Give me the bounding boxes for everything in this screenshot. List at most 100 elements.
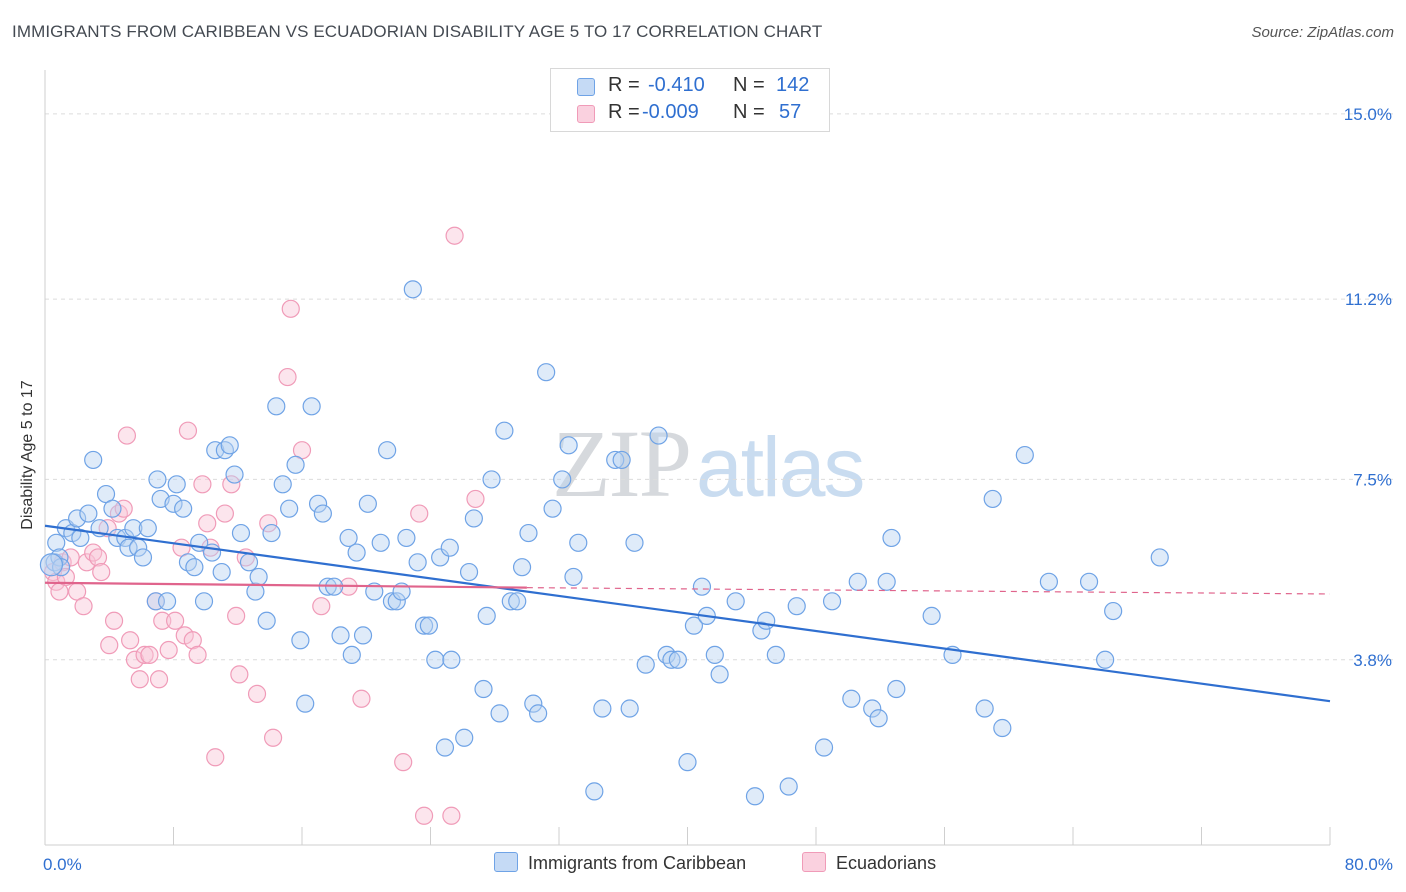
caribbean-point (440, 538, 459, 557)
legend-n-value: 142 (776, 74, 810, 96)
bottom-legend-ecuadorians: Ecuadorians (802, 852, 936, 876)
caribbean-point (378, 441, 397, 460)
caribbean-point (353, 626, 373, 645)
ecuadorians-point (410, 504, 429, 523)
ecuadorians-point (100, 636, 119, 655)
ecuadorians-point (130, 670, 149, 689)
ecuadorians-point (263, 728, 283, 747)
caribbean-point (649, 426, 668, 445)
caribbean-point (71, 528, 90, 548)
caribbean-point (620, 699, 639, 718)
caribbean-point (342, 645, 361, 665)
caribbean-point (678, 753, 697, 772)
caribbean-point (863, 699, 882, 718)
legend-r-value: -0.410 (648, 74, 705, 96)
ecuadorians-point (247, 684, 267, 703)
ecuadorians-point (312, 597, 331, 616)
caribbean-point (286, 455, 305, 474)
x-tick-label: 80.0% (1345, 855, 1393, 874)
caribbean-point (331, 626, 350, 645)
correlation-legend: R = -0.410 N = 142 R = -0.009 N = 57 (550, 68, 830, 132)
caribbean-point (490, 704, 509, 723)
caribbean-point (726, 592, 745, 611)
caribbean-point (745, 787, 765, 806)
caribbean-point (975, 699, 994, 718)
caribbean-point (206, 441, 225, 460)
caribbean-point (1104, 601, 1123, 621)
ecuadorians-point (278, 367, 297, 387)
caribbean-point (1079, 572, 1099, 591)
caribbean-point (382, 592, 402, 611)
caribbean-point (408, 553, 427, 572)
caribbean-point (157, 592, 177, 611)
ecuadorians-point (183, 631, 202, 650)
ecuadorians-point (92, 562, 111, 582)
ecuadorians-point (121, 631, 140, 650)
ecuadorians-point (104, 611, 124, 630)
caribbean-point (387, 592, 406, 611)
source-label: Source: ZipAtlas.com (1251, 24, 1394, 41)
caribbean-point (814, 738, 834, 757)
caribbean-point (842, 689, 861, 708)
ecuadorians-point (445, 226, 464, 245)
caribbean-point (397, 528, 416, 548)
caribbean-point (212, 562, 231, 582)
legend-row-caribbean: R = -0.410 N = 142 (551, 74, 829, 100)
ecuadorians-point (77, 553, 96, 572)
ecuadorians-point (117, 426, 137, 445)
caribbean-point (757, 611, 776, 630)
caribbean-point (138, 519, 157, 538)
caribbean-point (435, 738, 455, 757)
caribbean-point (249, 567, 268, 587)
ecuadorians-point (259, 514, 278, 533)
caribbean-point (133, 548, 153, 567)
caribbean-point (501, 592, 520, 611)
caribbean-point (103, 499, 122, 518)
caribbean-point (273, 475, 292, 494)
watermark: ZIPatlas (552, 408, 865, 519)
caribbean-point (414, 616, 434, 635)
caribbean-point (164, 494, 183, 513)
caribbean-point (124, 519, 143, 538)
caribbean-point (267, 397, 286, 416)
caribbean-point (1150, 548, 1169, 567)
legend-r-label: R = (608, 101, 640, 123)
caribbean-point (922, 606, 941, 626)
ecuadorians-point (178, 421, 198, 440)
caribbean-point (1015, 445, 1034, 465)
ecuadorians-point (222, 475, 241, 494)
bottom-legend-label-ecuadorians: Ecuadorians (836, 853, 937, 873)
caribbean-point (459, 562, 479, 582)
ecuadorians-point (140, 645, 159, 665)
caribbean-point (543, 499, 562, 518)
bottom-legend-label-caribbean: Immigrants from Caribbean (528, 853, 747, 873)
caribbean-point (983, 489, 1002, 509)
caribbean-point (220, 436, 239, 455)
caribbean-point (512, 558, 532, 577)
caribbean-point (246, 582, 265, 601)
caribbean-point (313, 504, 332, 523)
caribbean-point (431, 548, 450, 567)
caribbean-point (524, 694, 543, 713)
caribbean-point (308, 494, 328, 513)
caribbean-point (39, 553, 64, 577)
caribbean-point (119, 538, 138, 557)
ecuadorians-point (198, 514, 217, 533)
caribbean-point (625, 533, 644, 552)
ecuadorians-point (159, 640, 178, 660)
caribbean-point (1096, 650, 1115, 669)
caribbean-point (474, 679, 493, 699)
caribbean-point (612, 450, 631, 470)
caribbean-trend-line (44, 524, 1331, 703)
ecuadorians-trend-extension (526, 587, 1331, 595)
caribbean-point (692, 577, 712, 596)
caribbean-point (296, 694, 315, 713)
caribbean-point (710, 665, 729, 684)
legend-swatch-caribbean (577, 78, 595, 96)
caribbean-point (185, 558, 204, 577)
legend-swatch-ecuadorians (577, 105, 595, 123)
ecuadorians-point (394, 753, 413, 772)
ecuadorians-point (193, 475, 212, 494)
caribbean-point (84, 450, 103, 470)
caribbean-point (869, 709, 888, 728)
